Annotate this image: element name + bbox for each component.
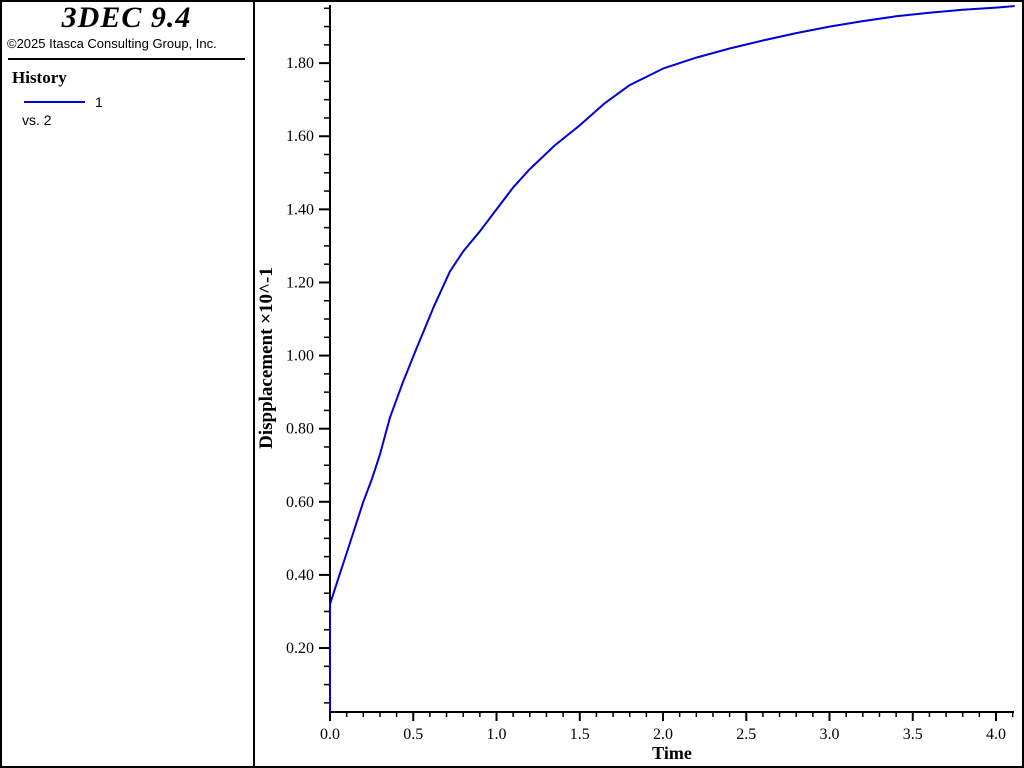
axes: 0.0 0.5 1.0 1.5 2.0 2.5 3.0 3.5 4.0 0.20 0.40 0.60 0… [286, 5, 1014, 743]
legend-vs-label: vs. 2 [22, 112, 52, 128]
y-tick-label: 0.60 [286, 494, 314, 511]
y-tick-label: 1.00 [286, 348, 314, 365]
x-axis-title: Time [652, 743, 692, 763]
y-axis-title: Dispplacement ×10^-1 [256, 267, 277, 449]
x-tick-label: 3.0 [820, 726, 840, 743]
sidebar: 3DEC 9.4 ©2025 Itasca Consulting Group, … [0, 0, 255, 768]
y-tick-label: 0.40 [286, 567, 314, 584]
x-tick-label: 3.5 [903, 726, 923, 743]
x-tick-label: 1.0 [487, 726, 507, 743]
legend-line-sample [24, 101, 85, 103]
y-tick-label: 1.60 [286, 128, 314, 145]
y-tick-label: 1.20 [286, 274, 314, 291]
y-tick-label: 1.40 [286, 201, 314, 218]
sidebar-divider [8, 58, 245, 60]
legend-entry: 1 [24, 94, 253, 110]
x-tick-label: 2.5 [736, 726, 756, 743]
history-curve [329, 5, 1015, 713]
app-title: 3DEC 9.4 [61, 1, 192, 34]
copyright-text: ©2025 Itasca Consulting Group, Inc. [7, 36, 217, 51]
x-tick-label: 1.5 [570, 726, 590, 743]
legend-series-label: 1 [95, 94, 103, 110]
history-curve-group [329, 5, 1015, 713]
y-tick-label: 1.80 [286, 55, 314, 72]
x-tick-label: 0.5 [403, 726, 423, 743]
x-tick-label: 4.0 [986, 726, 1006, 743]
y-tick-label: 0.20 [286, 640, 314, 657]
x-tick-label: 2.0 [653, 726, 673, 743]
x-tick-label: 0.0 [320, 726, 340, 743]
history-section-title: History [12, 68, 67, 87]
y-tick-label: 0.80 [286, 421, 314, 438]
